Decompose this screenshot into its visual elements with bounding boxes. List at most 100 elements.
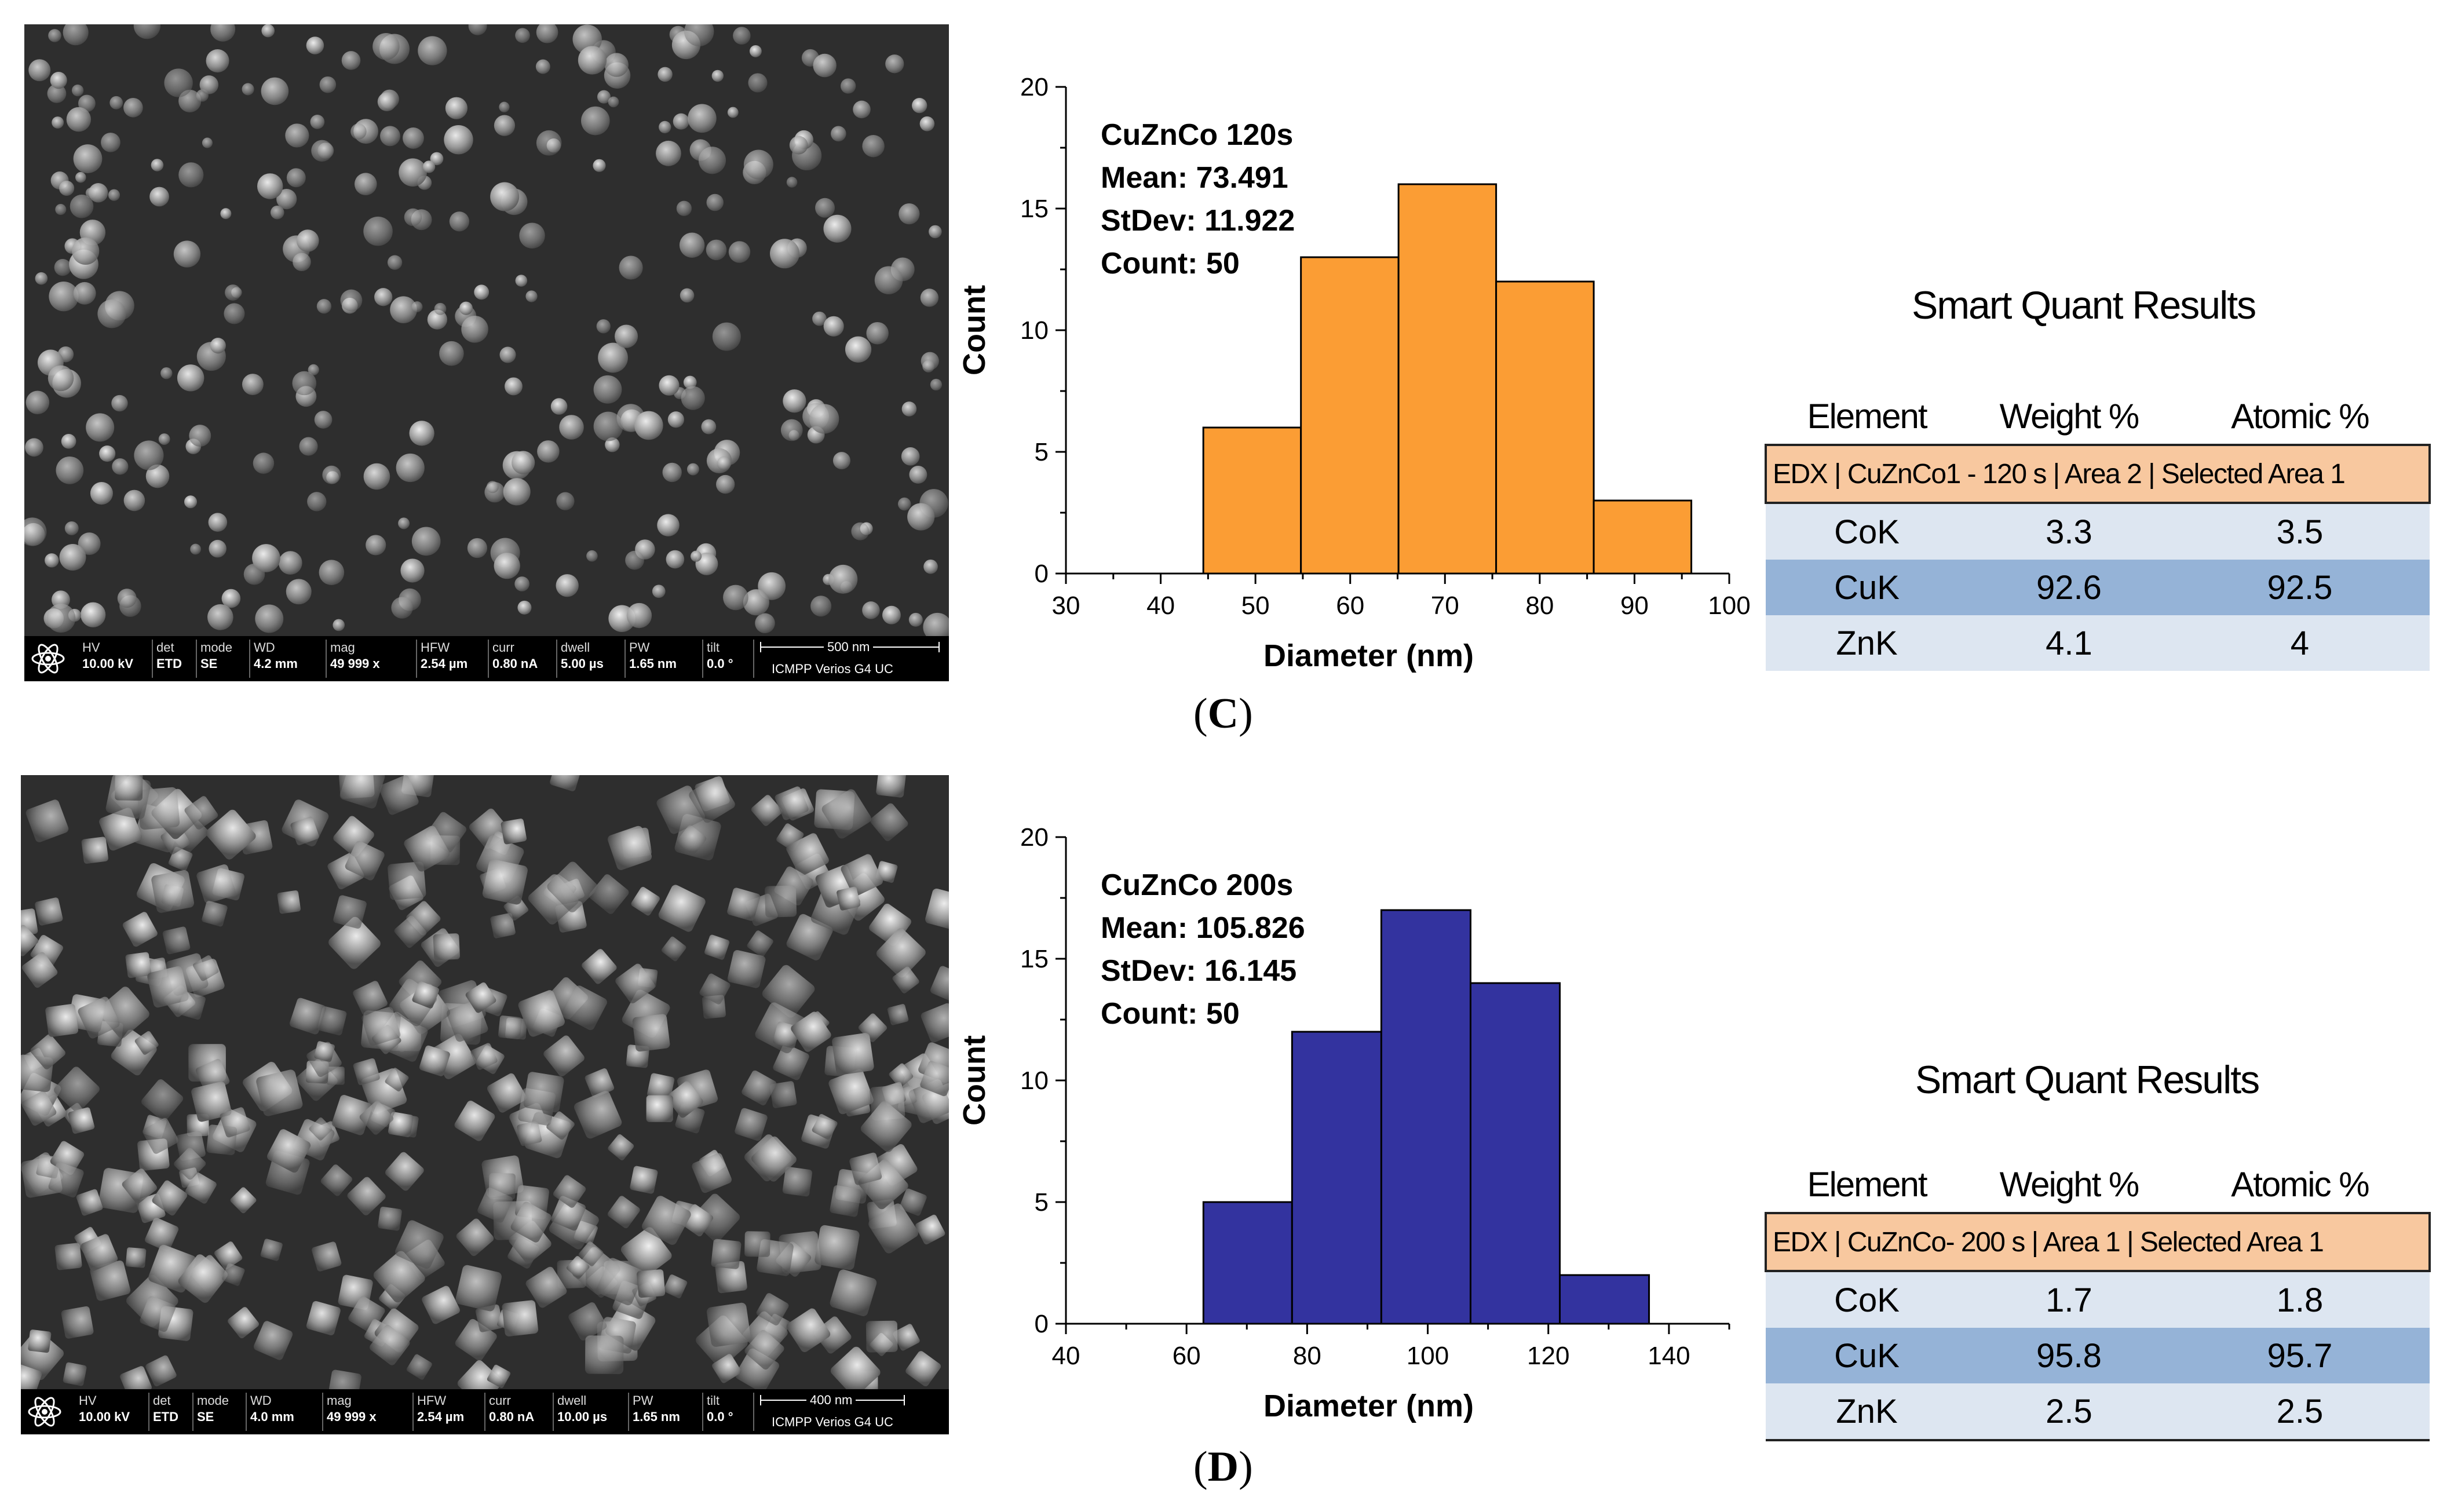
sem-image-c: HV 10.00 kV det ETD mode SE WD 4.2 mm mag 49 … xyxy=(24,24,949,681)
element-cell: ZnK xyxy=(1766,615,1968,671)
histogram-d: 40 60 80 100 120 140 0 5 10 15 20 Diameter (nm) Coun… xyxy=(950,814,1761,1440)
element-cell: CoK xyxy=(1766,1271,1968,1328)
hist-d-y-tick-label: 5 xyxy=(1035,1188,1049,1217)
hist-d-y-tick-label: 0 xyxy=(1035,1310,1049,1338)
hist-d-annotation-line: CuZnCo 200s xyxy=(1101,868,1293,902)
table-row: ZnK 2.5 2.5 xyxy=(1766,1383,2430,1440)
histogram-c-svg: 30 40 50 60 70 80 90 100 0 5 10 15 20 Diameter (nm) Co… xyxy=(957,73,1751,673)
hist-c-y-tick-label: 0 xyxy=(1035,560,1049,588)
hist-c-x-tick-label: 40 xyxy=(1146,591,1175,620)
sem-field-dwell: dwell 5.00 µs xyxy=(561,640,604,671)
hist-d-y-tick-label: 20 xyxy=(1020,823,1049,852)
hist-c-x-tick-label: 100 xyxy=(1708,591,1750,620)
hist-c-x-tick-label: 80 xyxy=(1525,591,1554,620)
hist-d-x-tick-label: 60 xyxy=(1173,1342,1201,1370)
header-atomic: Atomic % xyxy=(2231,396,2369,436)
sem-scale-bar-c: 500 nm ICMPP Verios G4 UC xyxy=(760,638,940,679)
weight-cell: 4.1 xyxy=(1968,615,2170,671)
hist-c-bar-0 xyxy=(1202,426,1302,575)
hist-c-annotation-line: CuZnCo 120s xyxy=(1101,118,1293,152)
hist-c-x-tick-label: 70 xyxy=(1431,591,1459,620)
hist-d-y-tick-label: 10 xyxy=(1020,1067,1049,1095)
element-cell: ZnK xyxy=(1766,1383,1968,1440)
hist-d-bar-3 xyxy=(1469,982,1561,1325)
quant-table-c: Element Weight % Atomic % EDX | CuZnCo1 … xyxy=(1765,388,2431,671)
hist-d-x-tick-label: 120 xyxy=(1527,1342,1569,1370)
header-weight: Weight % xyxy=(1999,396,2140,436)
header-element: Element xyxy=(1807,396,1927,436)
hist-d-annotation-line: Mean: 105.826 xyxy=(1101,911,1305,945)
histogram-d-svg: 40 60 80 100 120 140 0 5 10 15 20 Diameter (nm) Coun… xyxy=(957,823,1730,1423)
sem-field-hv: HV 10.00 kV xyxy=(82,640,134,671)
hist-c-y-tick-label: 20 xyxy=(1020,73,1049,101)
table-row: ZnK 4.1 4 xyxy=(1766,615,2430,671)
hist-d-bar-4 xyxy=(1559,1274,1650,1325)
histogram-c: 30 40 50 60 70 80 90 100 0 5 10 15 20 Diameter (nm) Co… xyxy=(950,64,1761,689)
hist-c-x-tick-label: 60 xyxy=(1336,591,1364,620)
panel-label-d: (D) xyxy=(1193,1443,1253,1491)
quant-title-c: Smart Quant Results xyxy=(1912,283,2256,327)
element-cell: CuK xyxy=(1766,560,1968,615)
atomic-cell: 1.8 xyxy=(2170,1271,2430,1328)
hist-d-bar-1 xyxy=(1291,1031,1382,1325)
sem-field-det: det ETD xyxy=(153,1393,178,1424)
hist-d-bar-0 xyxy=(1202,1201,1293,1325)
sem-field-pw: PW 1.65 nm xyxy=(633,1393,680,1424)
sem-field-hv: HV 10.00 kV xyxy=(79,1393,130,1424)
sem-field-mode: mode SE xyxy=(200,640,233,671)
sem-field-hfw: HFW 2.54 µm xyxy=(421,640,468,671)
quant-header-row: Element Weight % Atomic % xyxy=(1766,388,2430,445)
hist-d-annotation-line: Count: 50 xyxy=(1101,997,1240,1031)
atomic-cell: 3.5 xyxy=(2170,503,2430,560)
atomic-cell: 2.5 xyxy=(2170,1383,2430,1440)
edx-label-row: EDX | CuZnCo1 - 120 s | Area 2 | Selecte… xyxy=(1765,444,2431,504)
hist-c-annotation-line: Count: 50 xyxy=(1101,247,1240,280)
edx-label: EDX | CuZnCo1 - 120 s | Area 2 | Selecte… xyxy=(1765,444,2431,504)
sem-particles-c xyxy=(24,24,949,636)
hist-d-x-tick-label: 40 xyxy=(1052,1342,1080,1370)
atomic-cell: 4 xyxy=(2170,615,2430,671)
table-row: CuK 92.6 92.5 xyxy=(1766,560,2430,615)
hist-d-y-axis-label: Count xyxy=(957,1035,992,1126)
hist-d-x-tick-label: 80 xyxy=(1293,1342,1321,1370)
weight-cell: 95.8 xyxy=(1968,1328,2170,1383)
hist-c-y-tick-label: 15 xyxy=(1020,195,1049,223)
hist-d-y-tick-label: 15 xyxy=(1020,945,1049,973)
hist-c-x-tick-label: 90 xyxy=(1620,591,1649,620)
hist-c-bar-1 xyxy=(1300,256,1400,575)
sem-field-wd: WD 4.0 mm xyxy=(250,1393,294,1424)
header-atomic: Atomic % xyxy=(2231,1164,2369,1204)
weight-cell: 1.7 xyxy=(1968,1271,2170,1328)
header-element: Element xyxy=(1807,1164,1927,1204)
sem-field-hfw: HFW 2.54 µm xyxy=(417,1393,465,1424)
hist-d-x-tick-label: 140 xyxy=(1648,1342,1690,1370)
hist-c-x-tick-label: 30 xyxy=(1052,591,1080,620)
hist-c-x-axis-label: Diameter (nm) xyxy=(1263,638,1474,673)
element-cell: CuK xyxy=(1766,1328,1968,1383)
sem-info-bar-c: HV 10.00 kV det ETD mode SE WD 4.2 mm mag 49 … xyxy=(24,636,949,681)
quant-table-d: Element Weight % Atomic % EDX | CuZnCo- … xyxy=(1765,1156,2431,1441)
sem-field-mag: mag 49 999 x xyxy=(330,640,380,671)
atomic-cell: 92.5 xyxy=(2170,560,2430,615)
sem-field-tilt: tilt 0.0 ° xyxy=(707,640,733,671)
sem-field-mode: mode SE xyxy=(197,1393,229,1424)
sem-particles-d xyxy=(21,775,949,1389)
hist-d-bar-2 xyxy=(1380,909,1471,1325)
sem-field-dwell: dwell 10.00 µs xyxy=(557,1393,608,1424)
table-row: CoK 1.7 1.8 xyxy=(1766,1271,2430,1328)
hist-c-bar-2 xyxy=(1397,183,1498,575)
hist-c-x-tick-label: 50 xyxy=(1241,591,1270,620)
sem-scale-bar-d: 400 nm ICMPP Verios G4 UC xyxy=(760,1392,940,1432)
hist-c-bar-3 xyxy=(1495,280,1595,575)
weight-cell: 3.3 xyxy=(1968,503,2170,560)
fei-atom-logo-icon xyxy=(28,1397,61,1427)
atomic-cell: 95.7 xyxy=(2170,1328,2430,1383)
sem-field-tilt: tilt 0.0 ° xyxy=(707,1393,733,1424)
hist-c-annotation-line: Mean: 73.491 xyxy=(1101,161,1288,195)
hist-c-bar-4 xyxy=(1593,499,1693,575)
hist-d-x-tick-label: 100 xyxy=(1407,1342,1449,1370)
quant-title-d: Smart Quant Results xyxy=(1915,1058,2260,1102)
weight-cell: 92.6 xyxy=(1968,560,2170,615)
panel-label-c: (C) xyxy=(1193,690,1253,737)
hist-c-annotation-line: StDev: 11.922 xyxy=(1101,204,1295,238)
